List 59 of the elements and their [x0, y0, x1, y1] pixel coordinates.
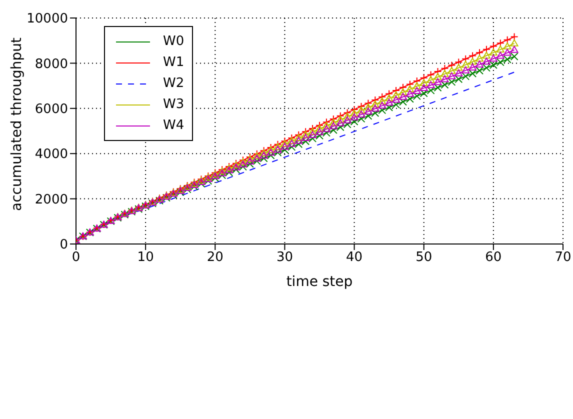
legend-label: W2 [163, 76, 184, 91]
x-tick-label: 30 [276, 250, 293, 266]
point [357, 106, 366, 114]
point [398, 88, 407, 96]
point [385, 94, 394, 102]
point [302, 130, 310, 138]
y-tick-label: 10000 [26, 12, 68, 27]
x-axis-title: time step [286, 274, 353, 290]
point [510, 39, 518, 46]
legend-label: W3 [163, 97, 184, 112]
point [350, 110, 358, 117]
y-tick-label: 6000 [34, 102, 68, 118]
x-tick-label: 60 [485, 250, 502, 266]
point [412, 82, 421, 90]
point [294, 134, 303, 141]
point [336, 116, 344, 123]
point [316, 124, 324, 132]
point [440, 70, 449, 77]
point [406, 85, 414, 92]
y-tick-label: 2000 [34, 192, 68, 208]
point [426, 76, 435, 83]
point [288, 137, 296, 144]
point [462, 60, 470, 68]
y-tick-label: 8000 [34, 56, 68, 72]
legend-label: W4 [163, 118, 184, 133]
x-tick-label: 50 [416, 250, 432, 266]
point [476, 54, 484, 62]
x-tick-label: 20 [206, 250, 224, 266]
point [482, 52, 490, 59]
point [371, 100, 380, 108]
point [364, 103, 372, 110]
y-tick-label: 0 [60, 238, 68, 253]
x-tick-label: 0 [72, 250, 80, 266]
point [260, 149, 268, 156]
point [496, 46, 504, 52]
point [454, 64, 463, 71]
point [266, 146, 275, 154]
point [420, 79, 428, 86]
x-tick-label: 40 [346, 250, 363, 266]
x-tick-label: 10 [137, 250, 154, 266]
point [322, 122, 330, 129]
point [448, 66, 456, 74]
legend-label: W1 [163, 55, 184, 70]
point [378, 97, 386, 104]
point [280, 140, 289, 148]
legend-label: W0 [163, 34, 184, 49]
point [392, 91, 400, 98]
point [343, 112, 352, 120]
point [329, 118, 338, 126]
point [489, 48, 498, 56]
x-tick-label: 70 [554, 250, 572, 266]
point [308, 128, 317, 135]
point [274, 143, 282, 150]
point [434, 72, 442, 80]
y-tick-label: 4000 [34, 147, 68, 162]
point [252, 152, 261, 160]
point [468, 58, 477, 65]
y-axis-title: accumulated throughput [8, 36, 25, 211]
point [503, 42, 512, 50]
